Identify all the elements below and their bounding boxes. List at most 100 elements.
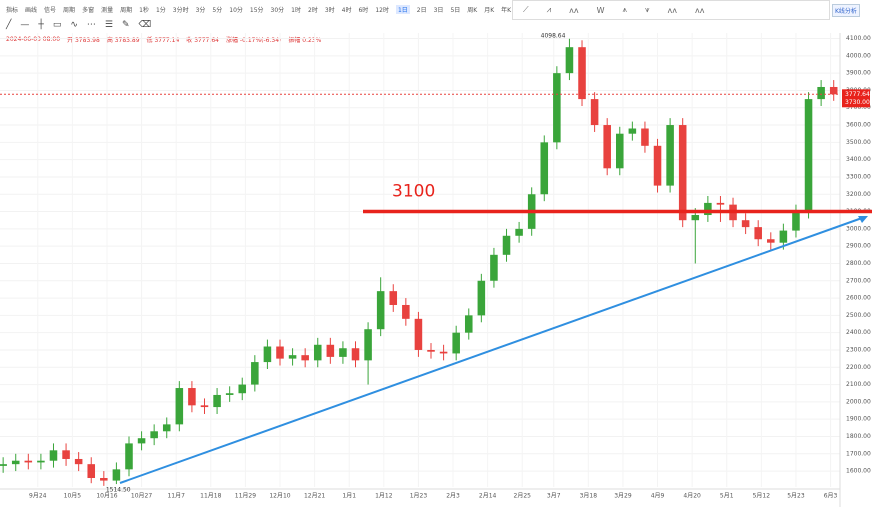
interval-button[interactable]: 1时 <box>291 6 301 14</box>
x-tick-label: 3月7 <box>547 493 561 500</box>
candle-body <box>628 128 637 134</box>
candle-body <box>590 99 599 126</box>
interval-button[interactable]: 3分 <box>195 6 206 14</box>
info-line: 2024-06-03 08:00 开 3783.98 高 3783.89 低 3777… <box>6 35 321 44</box>
interval-button[interactable]: 1分 <box>155 6 166 14</box>
interval-button[interactable]: 4时 <box>341 6 352 14</box>
candle-body <box>376 291 385 330</box>
candle-body <box>641 128 649 146</box>
price-tag: 3777.64 <box>845 91 870 98</box>
y-tick-label: 2900.00 <box>846 243 871 250</box>
interval-button[interactable]: 年K <box>501 6 512 14</box>
interval-button[interactable]: 5分 <box>212 6 223 14</box>
x-tick-label: 5月23 <box>787 493 805 500</box>
candle-body <box>767 239 775 243</box>
candle-body <box>741 220 750 228</box>
candle-body <box>490 254 498 281</box>
pattern-panel: ⟋ ⩘ ʌʌ W ⩚ ⩛ ʌʌ ʌʌ <box>512 0 830 20</box>
candle-body <box>553 73 561 143</box>
candle-body <box>37 460 45 463</box>
candle-body <box>439 351 448 354</box>
interval-button[interactable]: 2时 <box>308 6 318 14</box>
candle-body <box>200 405 209 408</box>
candle-body <box>779 230 788 243</box>
candle-body <box>540 142 549 195</box>
info-item: 涨幅 -0.17%(-6.34) <box>226 37 282 44</box>
tool-button[interactable]: 信号 <box>44 6 57 14</box>
interval-button[interactable]: 2日 <box>416 6 427 14</box>
interval-button[interactable]: 15分 <box>249 6 264 14</box>
x-tick-label: 2月14 <box>479 493 497 500</box>
interval-button[interactable]: 周K <box>467 6 478 14</box>
candle-body <box>112 469 121 481</box>
y-tick-label: 2400.00 <box>846 329 871 336</box>
x-tick-label: 11月18 <box>200 493 221 500</box>
x-tick-label: 1月12 <box>375 493 393 500</box>
price-tag-2: 3730.00 <box>845 99 870 106</box>
candle-body <box>792 211 800 231</box>
candle-body <box>817 86 825 100</box>
candle-body <box>716 202 725 205</box>
interval-button[interactable]: 3分时 <box>172 6 189 14</box>
candle-body <box>804 99 813 212</box>
x-tick-label: 3月29 <box>614 493 632 500</box>
candle-body <box>62 450 70 459</box>
extreme-label: 4098.64 <box>541 32 566 39</box>
info-item: 收 3777.64 <box>186 37 220 44</box>
candle-body <box>414 318 423 350</box>
interval-button[interactable]: 12时 <box>375 6 389 14</box>
tool-button[interactable]: 指标 <box>6 6 19 14</box>
analysis-button[interactable]: K线分析 <box>832 4 860 17</box>
x-tick-label: 2月25 <box>514 493 532 500</box>
tool-button[interactable]: 周期 <box>63 6 76 14</box>
tool-button[interactable]: 画线 <box>25 6 38 14</box>
price-tag-bg <box>842 89 870 108</box>
interval-button[interactable]: 30分 <box>270 6 285 14</box>
candle-body <box>678 125 687 221</box>
x-tick-label: 4月9 <box>651 493 665 500</box>
candle-body <box>251 362 259 385</box>
candle-body <box>125 443 133 470</box>
interval-button[interactable]: 6时 <box>358 6 369 14</box>
tool-button[interactable]: 测量 <box>101 6 114 14</box>
tool-button[interactable]: 多窗 <box>82 6 95 14</box>
interval-button[interactable]: 5日 <box>450 6 461 14</box>
y-tick-label: 2100.00 <box>846 381 871 388</box>
x-tick-label: 5月12 <box>753 493 771 500</box>
candle-body <box>238 384 247 394</box>
interval-button[interactable]: 10分 <box>229 6 243 14</box>
candle-body <box>653 145 662 186</box>
info-item: 低 3777.14 <box>146 37 180 44</box>
toolbar: 指标 画线 信号 周期 多窗 测量 周期 1秒 1分 3分时 3分 5分 10分 15分 30分 1时 2时 3时… <box>6 2 511 16</box>
tool-button[interactable]: 周期 <box>120 6 133 14</box>
interval-button[interactable]: 1秒 <box>139 6 149 14</box>
interval-button[interactable]: 1日 <box>395 4 410 14</box>
y-tick-label: 3600.00 <box>846 122 871 129</box>
candle-body <box>213 394 221 408</box>
y-tick-label: 4000.00 <box>846 52 871 59</box>
candle-body <box>427 349 435 352</box>
candle-body <box>351 348 360 361</box>
candle-body <box>691 215 700 221</box>
candle-body <box>452 332 460 354</box>
candle-body <box>502 235 511 255</box>
x-tick-label: 1月23 <box>410 493 428 500</box>
candle-body <box>666 125 674 186</box>
candle-body <box>616 133 624 169</box>
y-tick-label: 3300.00 <box>846 173 871 180</box>
y-tick-label: 3900.00 <box>846 70 871 77</box>
candle-body <box>150 431 158 439</box>
candle-body <box>162 424 171 432</box>
candle-body <box>11 460 20 465</box>
candle-body <box>87 464 96 479</box>
candle-body <box>313 344 322 361</box>
candle-body <box>188 388 196 406</box>
interval-button[interactable]: 3时 <box>324 6 335 14</box>
y-tick-label: 2700.00 <box>846 277 871 284</box>
y-tick-label: 2200.00 <box>846 364 871 371</box>
interval-button[interactable]: 月K <box>484 6 495 14</box>
candle-body <box>339 348 347 357</box>
y-tick-label: 1700.00 <box>846 450 871 457</box>
interval-button[interactable]: 3日 <box>433 6 444 14</box>
